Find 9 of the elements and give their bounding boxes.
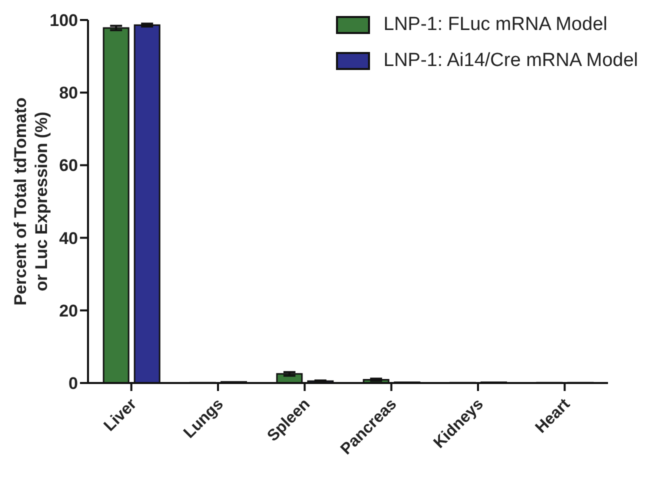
legend-label: LNP-1: Ai14/Cre mRNA Model (384, 50, 638, 72)
y-tick-label: 100 (50, 11, 78, 30)
y-axis-title: Percent of Total tdTomato or Luc Expression (%) (11, 97, 51, 306)
y-tick-label: 40 (59, 228, 78, 248)
legend-label: LNP-1: FLuc mRNA Model (384, 14, 608, 36)
y-tick-label: 20 (59, 301, 78, 320)
y-tick-label: 60 (59, 156, 78, 176)
y-tick-label: 80 (59, 84, 78, 103)
y-tick-label: 0 (68, 374, 78, 394)
